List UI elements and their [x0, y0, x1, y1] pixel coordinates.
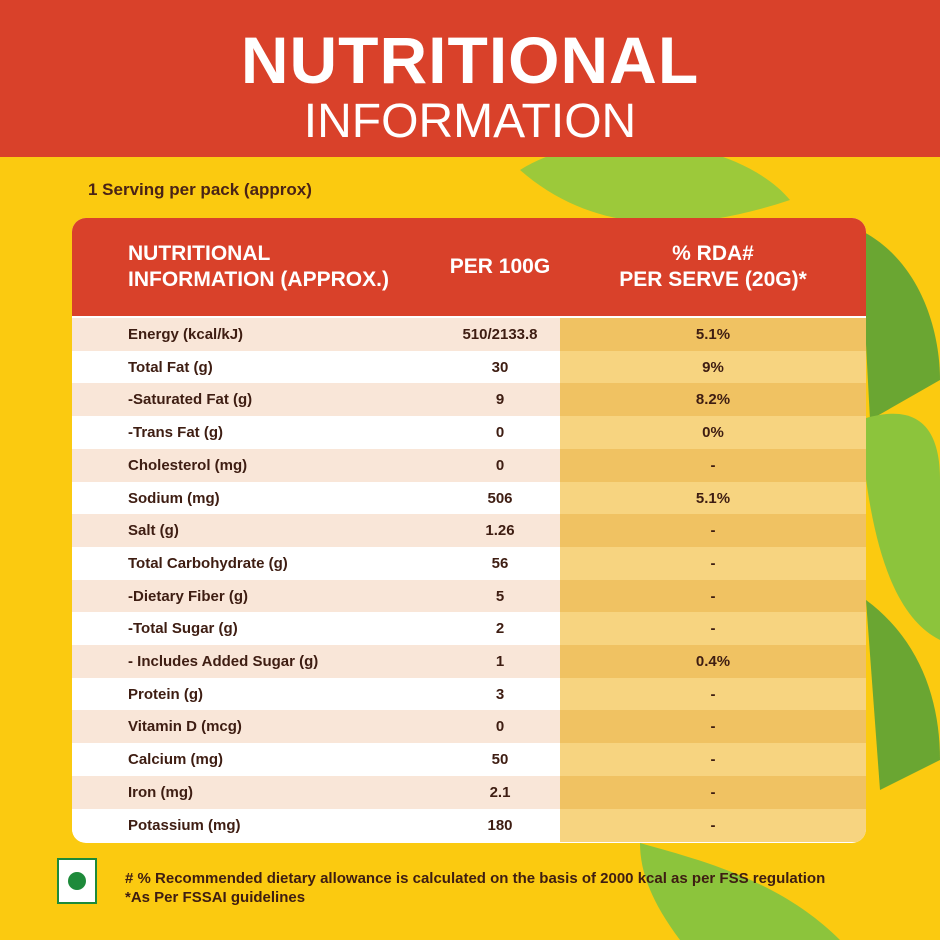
- table-cell: 8.2%: [560, 383, 866, 417]
- table-cell: Calcium (mg): [72, 743, 440, 777]
- table-row: -Saturated Fat (g) 9 8.2%: [72, 383, 866, 417]
- nutrition-table: NUTRITIONAL INFORMATION (APPROX.) PER 100G…: [72, 218, 866, 843]
- table-row: -Trans Fat (g) 0 0%: [72, 416, 866, 450]
- table-row: Protein (g) 3-: [72, 677, 866, 711]
- table-row: Iron (mg) 2.1-: [72, 775, 866, 809]
- table-cell: 506: [440, 481, 560, 515]
- table-cell: 1.26: [440, 514, 560, 548]
- table-cell: 0: [440, 448, 560, 482]
- title: INFORMATION: [303, 95, 637, 148]
- table-cell: 0.4%: [560, 645, 866, 678]
- table-cell: -Trans Fat (g): [72, 416, 440, 450]
- table-cell: -: [560, 546, 866, 580]
- table-row: Cholesterol (mg) 0-: [72, 448, 866, 482]
- table-cell: -: [560, 743, 866, 777]
- table-cell: -: [560, 612, 866, 646]
- table-cell: -Saturated Fat (g): [72, 383, 440, 417]
- table-cell: 9%: [560, 350, 866, 384]
- table-cell: Vitamin D (mcg): [72, 710, 440, 744]
- table-cell: Cholesterol (mg): [72, 448, 440, 482]
- table-cell: 1: [440, 645, 560, 678]
- table-cell: Energy (kcal/kJ): [72, 318, 440, 351]
- column-header: % RDA# PER SERVE (20G)*: [560, 218, 866, 316]
- table-row: -Total Sugar (g) 2-: [72, 612, 866, 646]
- table-cell: 180: [440, 808, 560, 842]
- table-cell: 5.1%: [560, 481, 866, 515]
- table-row: Salt (g) 1.26-: [72, 514, 866, 548]
- table-row: - Includes Added Sugar (g) 1 0.4%: [72, 645, 866, 678]
- column-header: PER 100G: [440, 218, 560, 316]
- table-row: Vitamin D (mcg) 0-: [72, 710, 866, 744]
- table-cell: Salt (g): [72, 514, 440, 548]
- table-cell: Total Fat (g): [72, 350, 440, 384]
- table-cell: -: [560, 677, 866, 711]
- table-cell: -: [560, 710, 866, 744]
- table-row: -Dietary Fiber (g) 5-: [72, 579, 866, 613]
- table-row: Potassium (mg) 180-: [72, 808, 866, 842]
- table-cell: 0: [440, 416, 560, 450]
- table-row: Total Carbohydrate (g) 56-: [72, 546, 866, 580]
- header-line: PER SERVE (20G)*: [619, 268, 807, 291]
- table-cell: 30: [440, 350, 560, 384]
- table-cell: 3: [440, 677, 560, 711]
- table-cell: 50: [440, 743, 560, 777]
- footnotes: # % Recommended dietary allowance is cal…: [125, 869, 825, 907]
- table-cell: 0: [440, 710, 560, 744]
- table-row: Sodium (mg) 506 5.1%: [72, 481, 866, 515]
- title: NUTRITIONAL: [240, 23, 700, 97]
- table-cell: Protein (g): [72, 677, 440, 711]
- table-cell: 2: [440, 612, 560, 646]
- serving-note: 1 Serving per pack (approx): [88, 180, 312, 199]
- table-row: Energy (kcal/kJ) 510/2133.8 5.1%: [72, 318, 866, 351]
- table-cell: Sodium (mg): [72, 481, 440, 515]
- table-cell: 9: [440, 383, 560, 417]
- table-row: Total Fat (g) 30 9%: [72, 350, 866, 384]
- column-header: NUTRITIONAL INFORMATION (APPROX.): [72, 218, 440, 316]
- table-cell: 0%: [560, 416, 866, 450]
- footnote: # % Recommended dietary allowance is cal…: [125, 870, 826, 887]
- table-cell: -: [560, 448, 866, 482]
- header-line: NUTRITIONAL: [128, 242, 271, 265]
- table-cell: Iron (mg): [72, 775, 440, 809]
- table-cell: -Dietary Fiber (g): [72, 579, 440, 613]
- veg-symbol: [57, 858, 97, 904]
- header: NUTRITIONAL INFORMATION: [0, 0, 940, 157]
- table-cell: 5: [440, 579, 560, 613]
- table-cell: - Includes Added Sugar (g): [72, 645, 440, 678]
- table-cell: -Total Sugar (g): [72, 612, 440, 646]
- header-line: % RDA#: [672, 242, 754, 265]
- header-line: INFORMATION (APPROX.): [128, 268, 389, 291]
- header-line: PER 100G: [449, 255, 551, 278]
- table-row: Calcium (mg) 50-: [72, 743, 866, 777]
- footnote: *As Per FSSAI guidelines: [125, 889, 306, 906]
- table-cell: -: [560, 579, 866, 613]
- table-cell: 5.1%: [560, 318, 866, 351]
- table-cell: -: [560, 775, 866, 809]
- table-cell: -: [560, 808, 866, 842]
- table-cell: 56: [440, 546, 560, 580]
- table-header: NUTRITIONAL INFORMATION (APPROX.) PER 100G…: [72, 218, 866, 316]
- table-cell: 2.1: [440, 775, 560, 809]
- table-cell: Potassium (mg): [72, 808, 440, 842]
- table-cell: Total Carbohydrate (g): [72, 546, 440, 580]
- table-cell: -: [560, 514, 866, 548]
- table-cell: 510/2133.8: [440, 318, 560, 351]
